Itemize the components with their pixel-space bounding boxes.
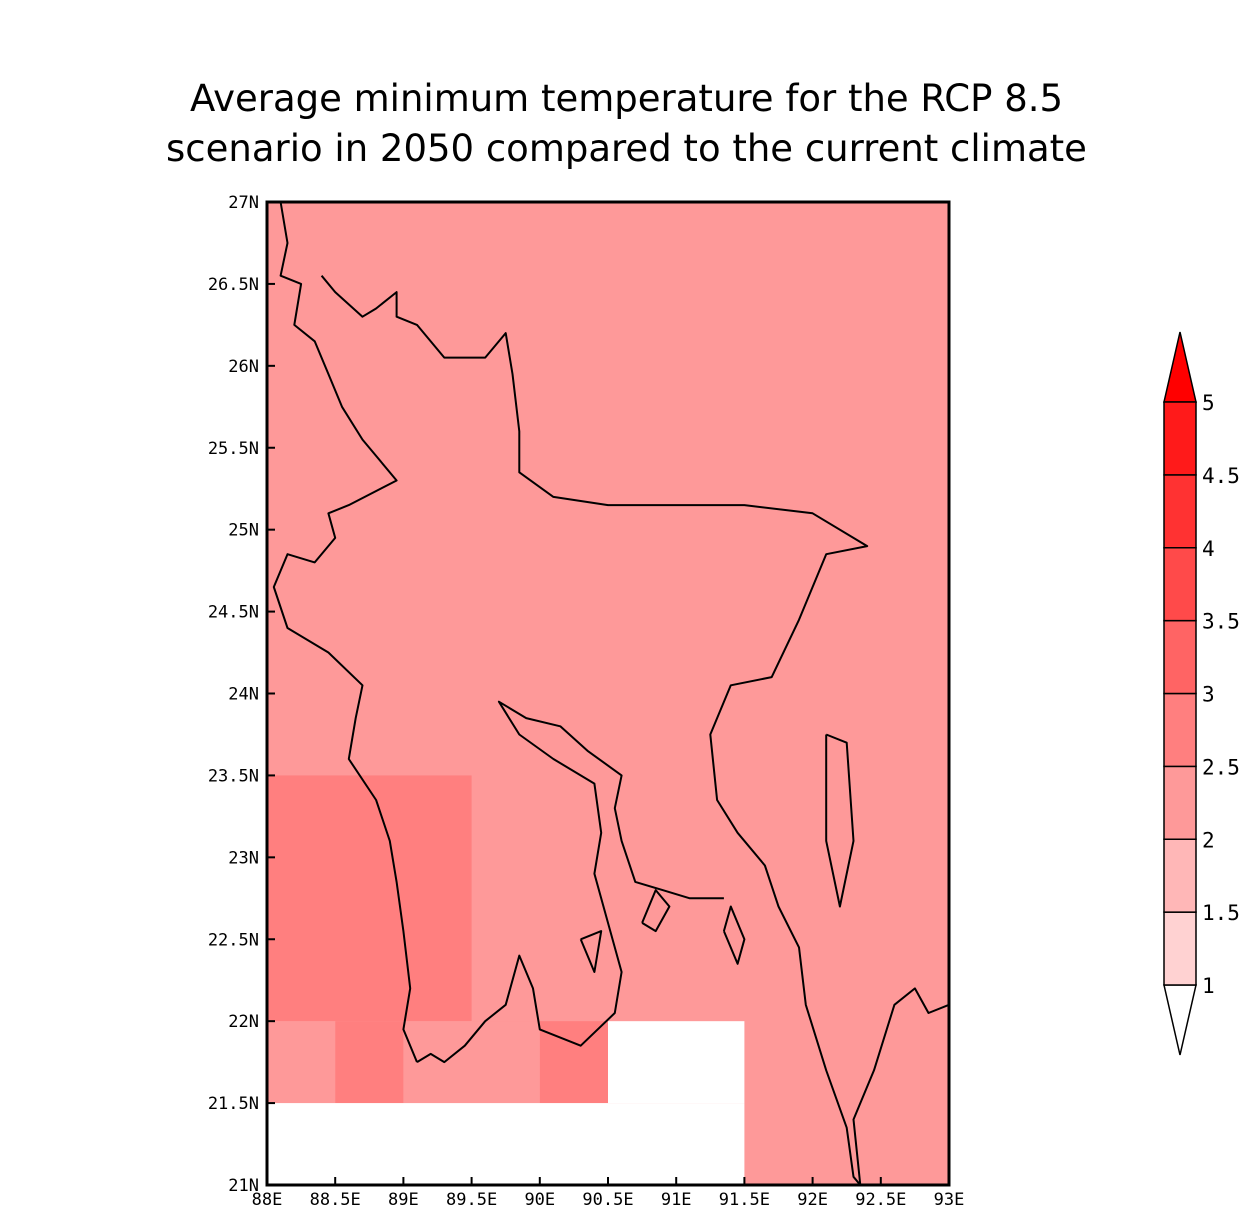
x-tick-label: 90E — [524, 1190, 555, 1210]
y-tick-label: 27N — [228, 193, 259, 213]
map-title: Average minimum temperature for the RCP … — [0, 74, 1253, 174]
x-tick-label: 88E — [252, 1190, 283, 1210]
y-tick-label: 21N — [228, 1176, 259, 1196]
colorbar-segment-5 — [1163, 547, 1197, 622]
y-tick-label: 23.5N — [208, 766, 259, 786]
colorbar-segment-4 — [1163, 619, 1197, 695]
x-tick-label: 93E — [934, 1190, 965, 1210]
temperature-cells — [267, 202, 949, 1185]
colorbar-segment-2 — [1163, 765, 1197, 840]
temperature-cell-1 — [335, 1021, 404, 1104]
coastline-2 — [852, 987, 950, 1186]
coastline-6 — [722, 905, 746, 965]
y-tick-label: 26N — [228, 357, 259, 377]
y-tick-label: 25.5N — [208, 439, 259, 459]
y-tick-label: 24N — [228, 685, 259, 705]
colorbar-label: 3 — [1202, 683, 1215, 707]
y-tick-label: 22N — [228, 1012, 259, 1032]
coastline-1 — [320, 275, 869, 1186]
colorbar-label: 1.5 — [1202, 901, 1240, 925]
y-tick-label: 24.5N — [208, 603, 259, 623]
colorbar-label: 1 — [1202, 974, 1215, 998]
y-tick-label: 23N — [228, 848, 259, 868]
coastline-4 — [579, 930, 603, 973]
y-tick-label: 21.5N — [208, 1094, 259, 1114]
x-tick-label: 91.5E — [719, 1190, 770, 1210]
temperature-cell-3 — [267, 1021, 336, 1104]
temperature-cell-6 — [608, 1021, 745, 1104]
x-tick-label: 92.5E — [855, 1190, 906, 1210]
coastline-3 — [416, 700, 724, 1064]
colorbar-segment-3 — [1163, 692, 1197, 768]
colorbar-upper-triangle — [1163, 331, 1197, 403]
colorbar-lower-triangle — [1163, 984, 1197, 1056]
colorbar-segment-7 — [1163, 401, 1197, 476]
y-tick-label: 25N — [228, 521, 259, 541]
x-tick-label: 90.5E — [582, 1190, 633, 1210]
colorbar-label: 4.5 — [1202, 464, 1240, 488]
map-title-line1: Average minimum temperature for the RCP … — [189, 77, 1064, 120]
x-tick-label: 92E — [797, 1190, 828, 1210]
x-tick-label: 91E — [661, 1190, 692, 1210]
y-axis: 21N 21.5N 22N 22.5N 23N 23.5N 24N 24.5N 25N 25.5N… — [208, 193, 275, 1196]
coastline-0 — [272, 201, 418, 1063]
colorbar-label: 3.5 — [1202, 610, 1240, 634]
colorbar-label: 4 — [1202, 537, 1215, 561]
colorbar-label: 2.5 — [1202, 755, 1240, 779]
map-title-line2: scenario in 2050 compared to the current… — [166, 127, 1087, 170]
x-tick-label: 89.5E — [446, 1190, 497, 1210]
coastline-7 — [825, 733, 855, 908]
colorbar-label: 5 — [1202, 391, 1215, 415]
x-tick-label: 88.5E — [310, 1190, 361, 1210]
x-axis: 88E 88.5E 89E 89.5E 90E 90.5E 91E 91.5E 92E 92.5E… — [252, 1177, 965, 1210]
colorbar: 1 1.5 2 2.5 3 3.5 4 4.5 5 — [1163, 331, 1240, 1056]
y-tick-label: 26.5N — [208, 275, 259, 295]
colorbar-label: 2 — [1202, 828, 1215, 852]
colorbar-segment-1 — [1163, 838, 1197, 913]
colorbar-segment-6 — [1163, 474, 1197, 549]
temperature-cell-0 — [267, 775, 472, 1022]
coastline-5 — [641, 889, 671, 933]
x-tick-label: 89E — [388, 1190, 419, 1210]
y-tick-label: 22.5N — [208, 930, 259, 950]
coastlines — [272, 201, 950, 1186]
colorbar-segment-0 — [1163, 911, 1197, 986]
temperature-cell-5 — [267, 1103, 745, 1185]
temperature-cell-4 — [403, 1021, 540, 1104]
